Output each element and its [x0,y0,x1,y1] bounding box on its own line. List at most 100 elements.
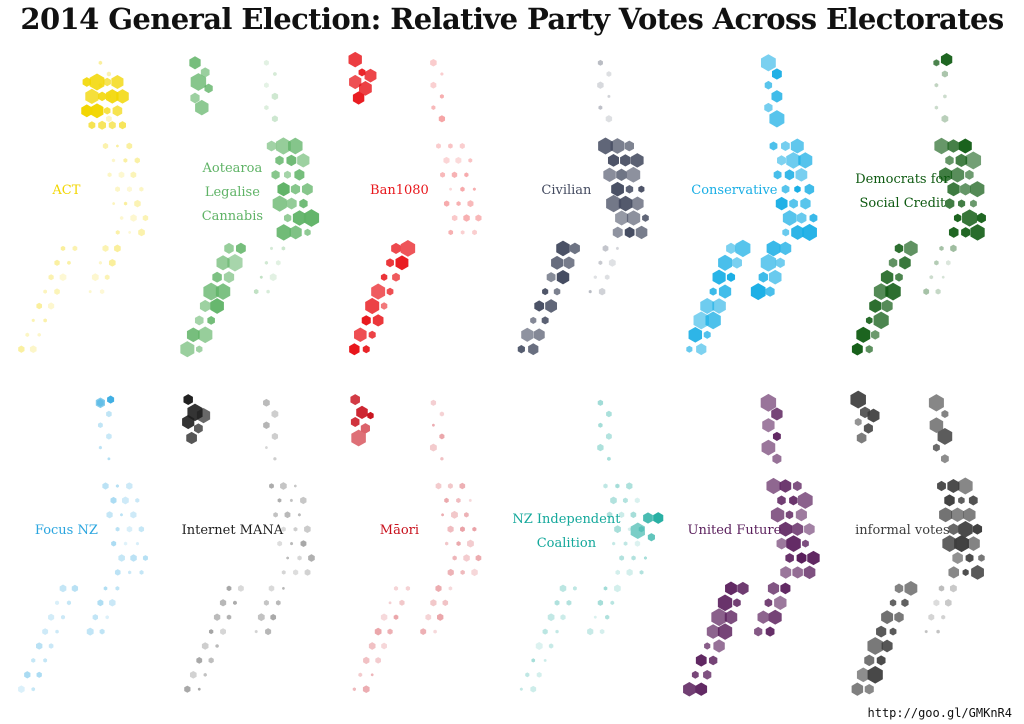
electorate-hex [442,599,449,607]
electorate-hex [547,613,555,622]
electorate-hex [856,326,871,343]
electorate-hex [554,599,560,606]
party-label: ACT [51,183,80,198]
electorate-hex [683,681,696,697]
electorate-hex [865,345,873,354]
electorate-hex [91,273,99,282]
electorate-hex [704,642,711,650]
electorate-hex [517,345,525,354]
electorate-hex [779,241,792,256]
electorate-hex [957,199,966,208]
electorate-hex [126,186,132,193]
electorate-hex [733,598,741,608]
electorate-hex [947,479,960,493]
electorate-hex [954,535,969,553]
electorate-hex [880,270,894,285]
electorate-hex [98,261,102,265]
electorate-hex [947,182,960,197]
electorate-hex [275,260,281,266]
electorate-hex [757,610,770,624]
electorate-hex [387,628,393,635]
source-link[interactable]: http://goo.gl/GMKnR4 [867,706,1013,720]
panel-nz-independent-coalition: NZ Independent Coalition [512,399,664,693]
panel-aotearoa-legalise-cannabis: Aotearoa Legalise Cannabis [180,56,320,358]
electorate-hex [138,526,145,533]
electorate-hex [791,224,805,240]
electorate-hex [606,71,612,77]
electorate-hex [867,666,883,684]
electorate-hex [792,566,803,579]
electorate-hex [769,141,778,151]
electorate-hex [115,186,120,193]
electorate-hex [933,59,940,67]
electorate-hex [264,260,269,265]
electorate-hex [951,507,964,523]
electorate-hex [284,170,291,179]
electorate-hex [605,433,612,440]
electorate-hex [271,115,278,123]
electorate-hex [551,255,564,270]
electorate-hex [944,494,955,507]
electorate-hex [791,522,804,536]
electorate-hex [223,271,235,284]
electorate-hex [695,654,707,667]
electorate-hex [593,615,597,619]
electorate-hex [257,613,265,622]
electorate-hex [856,667,870,683]
electorate-hex [300,496,307,505]
electorate-hex [626,166,641,183]
electorate-hex [865,316,873,325]
electorate-hex [448,143,453,149]
electorate-hex [625,184,634,194]
electorate-hex [439,411,445,417]
electorate-hex [118,554,125,562]
electorate-hex [762,418,775,433]
electorate-hex [456,541,461,547]
electorate-hex [271,170,280,180]
electorate-hex [790,138,804,154]
electorate-hex [430,59,437,67]
electorate-hex [934,105,939,110]
electorate-hex [856,432,867,444]
electorate-hex [204,83,213,94]
electorate-hex [901,598,909,607]
electorate-hex [643,556,647,560]
electorate-hex [115,484,119,488]
electorate-hex [370,673,374,677]
electorate-hex [556,269,570,285]
electorate-hex [198,326,213,344]
electorate-hex [43,289,48,294]
electorate-hex [881,610,894,625]
electorate-hex [130,554,137,562]
electorate-hex [98,445,102,450]
electorate-hex [867,637,883,655]
electorate-hex [963,507,976,522]
electorate-hex [606,511,613,518]
electorate-hex [765,626,775,637]
panel-focus-nz: Focus NZ [18,395,148,693]
electorate-hex [88,121,96,130]
electorate-hex [98,60,103,65]
electorate-hex [876,625,887,638]
electorate-hex [771,68,782,80]
electorate-hex [139,186,144,192]
electorate-hex [598,260,603,266]
electorate-hex [775,196,788,211]
electorate-hex [948,523,959,536]
electorate-hex [352,91,365,105]
electorate-hex [226,585,232,592]
electorate-hex [795,167,808,182]
electorate-hex [430,81,437,89]
electorate-hex [391,242,401,254]
electorate-hex [88,289,92,294]
electorate-hex [286,556,289,560]
electorate-hex [98,120,107,130]
electorate-hex [928,613,935,621]
electorate-hex [463,554,470,562]
electorate-hex [196,657,203,664]
electorate-hex [208,657,214,664]
electorate-hex [634,497,640,504]
electorate-hex [107,172,112,178]
electorate-hex [777,495,786,506]
